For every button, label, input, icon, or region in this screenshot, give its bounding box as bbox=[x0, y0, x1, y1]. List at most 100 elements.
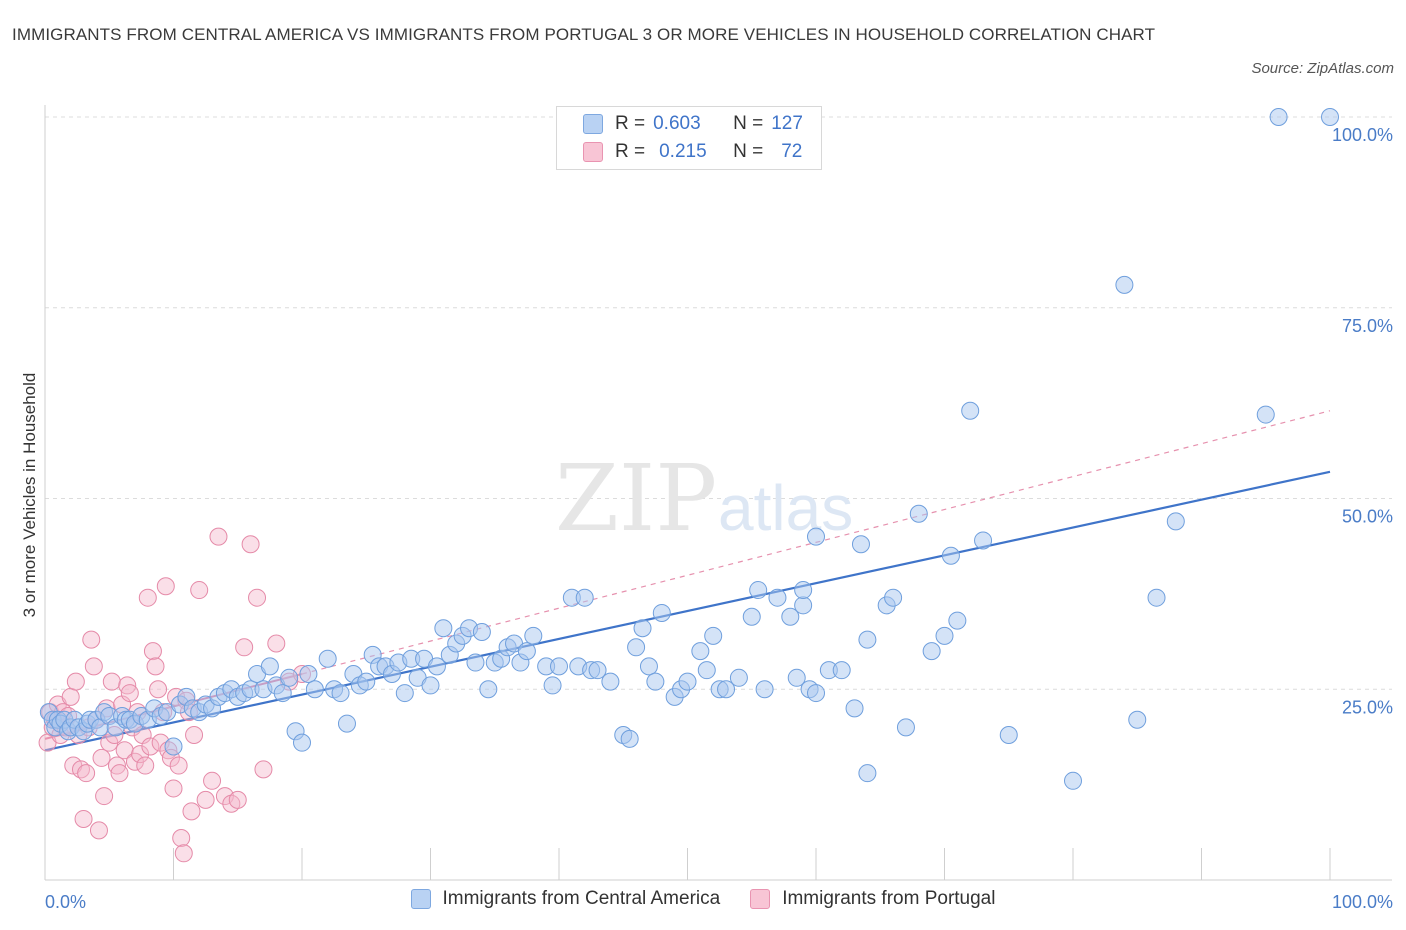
point-central-america bbox=[781, 607, 800, 626]
point-portugal bbox=[82, 630, 101, 649]
legend-swatch-blue bbox=[410, 889, 431, 909]
point-central-america bbox=[543, 676, 562, 695]
point-central-america bbox=[1128, 710, 1147, 729]
legend-r-label: R = bbox=[615, 141, 646, 162]
point-central-america bbox=[1064, 771, 1082, 790]
point-central-america bbox=[1256, 405, 1275, 424]
point-central-america bbox=[807, 527, 825, 546]
point-portugal bbox=[203, 771, 222, 790]
legend-item-central-america: Immigrants from Central America bbox=[410, 888, 721, 910]
point-central-america bbox=[691, 642, 710, 661]
point-portugal bbox=[172, 829, 191, 848]
y-tick-label: 25.0% bbox=[1342, 697, 1393, 717]
x-tick-labels: 0.0% 100.0% bbox=[45, 892, 1393, 912]
chart-title: IMMIGRANTS FROM CENTRAL AMERICA VS IMMIG… bbox=[12, 25, 1156, 44]
point-central-america bbox=[749, 581, 768, 600]
point-central-america bbox=[293, 733, 311, 752]
point-central-america bbox=[550, 657, 568, 676]
point-central-america bbox=[1147, 588, 1166, 607]
point-central-america bbox=[884, 588, 903, 607]
point-portugal bbox=[146, 657, 165, 676]
point-central-america bbox=[704, 626, 723, 645]
point-central-america bbox=[845, 699, 864, 718]
point-central-america bbox=[434, 619, 453, 638]
point-portugal bbox=[115, 741, 134, 760]
point-portugal bbox=[143, 642, 162, 661]
point-central-america bbox=[472, 623, 491, 642]
point-portugal bbox=[196, 790, 215, 809]
trend-line-central-america bbox=[44, 470, 1331, 752]
point-central-america bbox=[1115, 275, 1134, 294]
point-central-america bbox=[357, 672, 376, 691]
point-central-america bbox=[1269, 108, 1288, 126]
point-central-america bbox=[633, 619, 652, 638]
point-portugal bbox=[185, 726, 204, 745]
legend-n-label: N = bbox=[733, 113, 764, 134]
point-central-america bbox=[588, 661, 607, 680]
point-central-america bbox=[421, 676, 440, 695]
point-central-america bbox=[961, 401, 980, 420]
point-portugal bbox=[131, 745, 150, 764]
y-tick-label: 100.0% bbox=[1332, 125, 1393, 145]
point-central-america bbox=[575, 588, 594, 607]
watermark-zip: ZIP bbox=[555, 445, 717, 552]
point-central-america bbox=[729, 668, 748, 687]
point-central-america bbox=[794, 596, 813, 615]
point-portugal bbox=[267, 634, 286, 653]
point-portugal bbox=[102, 672, 121, 691]
point-portugal bbox=[74, 809, 93, 828]
point-central-america bbox=[280, 668, 299, 687]
point-portugal bbox=[95, 787, 114, 806]
point-central-america bbox=[948, 611, 967, 630]
point-portugal bbox=[77, 764, 96, 783]
point-central-america bbox=[1321, 108, 1339, 126]
point-portugal bbox=[141, 737, 160, 756]
y-tick-label: 50.0% bbox=[1342, 507, 1393, 527]
point-portugal bbox=[182, 802, 201, 821]
legend-r-label: R = bbox=[615, 113, 646, 134]
point-portugal bbox=[241, 535, 260, 554]
point-central-america bbox=[260, 657, 279, 676]
point-central-america bbox=[678, 672, 697, 691]
point-portugal bbox=[138, 588, 157, 607]
point-portugal bbox=[235, 638, 254, 657]
point-central-america bbox=[807, 684, 825, 703]
point-portugal bbox=[92, 748, 111, 767]
point-portugal bbox=[84, 657, 103, 676]
point-central-america bbox=[639, 657, 658, 676]
point-central-america bbox=[601, 672, 620, 691]
legend-r-value: 0.215 bbox=[659, 141, 707, 162]
legend-item-portugal: Immigrants from Portugal bbox=[750, 888, 995, 910]
point-portugal bbox=[89, 821, 108, 840]
point-portugal bbox=[136, 756, 155, 775]
point-central-america bbox=[305, 680, 324, 699]
point-central-america bbox=[768, 588, 787, 607]
legend-r-value: 0.603 bbox=[653, 113, 701, 134]
point-central-america bbox=[787, 668, 806, 687]
legend-row-central-america: R = 0.603 N = 127 bbox=[583, 111, 803, 137]
point-central-america bbox=[974, 531, 993, 550]
point-central-america bbox=[517, 642, 536, 661]
point-central-america bbox=[466, 653, 485, 672]
point-central-america bbox=[755, 680, 774, 699]
legend-n-value: 127 bbox=[771, 113, 803, 134]
point-portugal bbox=[156, 577, 175, 596]
point-portugal bbox=[61, 687, 80, 706]
legend-swatch-blue bbox=[583, 114, 603, 134]
point-portugal bbox=[149, 680, 168, 699]
correlation-legend: R = 0.603 N = 127 R = 0.215 N = 72 bbox=[556, 106, 822, 170]
point-central-america bbox=[999, 726, 1018, 745]
point-central-america bbox=[896, 718, 915, 737]
point-portugal bbox=[66, 672, 85, 691]
point-central-america bbox=[164, 737, 183, 756]
point-portugal bbox=[174, 844, 193, 863]
series-portugal-points bbox=[38, 527, 311, 863]
point-central-america bbox=[1166, 512, 1185, 531]
point-central-america bbox=[620, 729, 639, 748]
point-central-america bbox=[652, 603, 671, 622]
point-central-america bbox=[697, 661, 716, 680]
series-legend: Immigrants from Central America Immigran… bbox=[0, 888, 1406, 910]
legend-label: Immigrants from Central America bbox=[442, 888, 721, 909]
point-central-america bbox=[717, 680, 736, 699]
